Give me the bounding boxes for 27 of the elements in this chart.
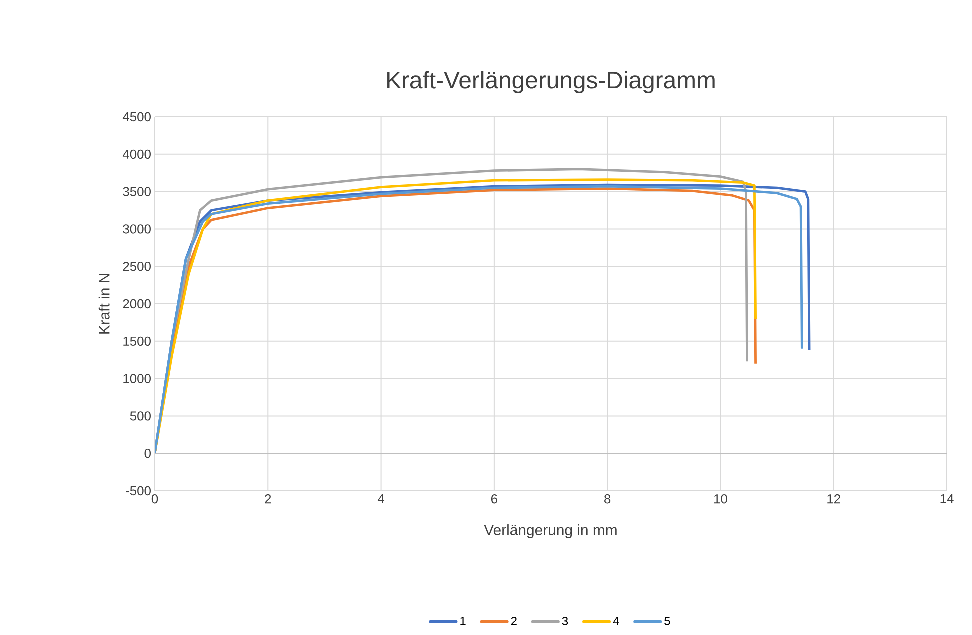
x-tick-label: 12 <box>828 494 840 504</box>
x-tick-label: 0 <box>152 494 158 504</box>
y-tick-label: 4000 <box>122 150 151 159</box>
y-tick-label: 500 <box>130 412 151 421</box>
x-tick-label: 14 <box>940 494 954 504</box>
y-tick-label: 2500 <box>123 262 151 272</box>
legend-label: 4 <box>613 617 620 626</box>
y-tick-label: -500 <box>126 486 151 496</box>
x-tick-label: 4 <box>378 494 385 504</box>
x-tick-label: 6 <box>491 494 498 504</box>
x-tick-label: 10 <box>714 494 728 504</box>
x-axis-title: Verlängerung in mm <box>484 524 617 538</box>
y-tick-label: 4500 <box>122 112 151 122</box>
y-tick-label: 2000 <box>123 299 151 309</box>
chart-title: Kraft-Verlängerungs-Diagramm <box>388 71 715 94</box>
y-tick-label: 3000 <box>123 224 151 234</box>
y-tick-label: 1000 <box>124 374 151 384</box>
y-tick-label: 0 <box>144 449 151 458</box>
legend-label: 2 <box>511 616 517 626</box>
y-axis-title: Kraft in N <box>98 274 110 334</box>
legend-label: 5 <box>664 617 670 626</box>
x-tick-label: 8 <box>604 494 611 504</box>
y-tick-label: 1500 <box>124 336 151 346</box>
legend-label: 3 <box>562 616 568 626</box>
y-tick-label: 3500 <box>123 187 151 196</box>
x-tick-label: 2 <box>265 494 272 504</box>
legend-label: 1 <box>460 617 466 626</box>
